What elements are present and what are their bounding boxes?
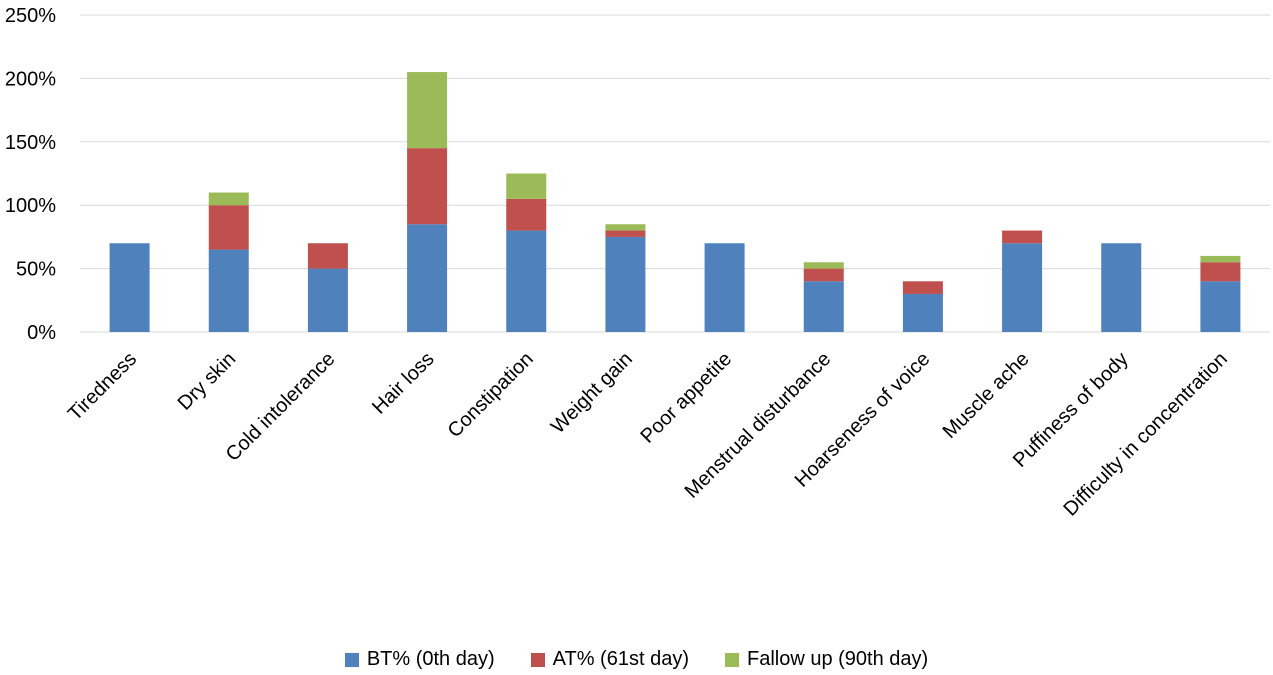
y-tick-label: 50% [16,259,56,281]
bar-segment-0-7 [803,281,844,332]
bar-segment-1-5 [605,230,646,237]
bar-segment-1-8 [902,281,943,294]
bar-segment-1-4 [506,198,547,231]
bar-segment-0-9 [1002,243,1043,332]
bar-segment-0-3 [407,224,448,332]
x-tick-label: Difficulty in concentration [1059,348,1232,521]
bar-segment-0-10 [1101,243,1142,332]
bar-segment-1-9 [1002,230,1043,244]
bar-segment-1-7 [803,268,844,282]
bar-segment-1-2 [307,243,348,269]
legend-swatch-at [530,652,545,667]
bar-segment-2-1 [208,192,249,206]
gridlines [80,14,1270,333]
legend-label-bt: BT% (0th day) [366,648,495,670]
legend-label-at: AT% (61st day) [552,648,689,670]
legend-item-bt: BT% (0th day) [344,648,495,671]
y-tick-label: 200% [5,68,56,90]
bar-segment-0-8 [902,293,943,332]
y-tick-label: 150% [5,132,56,154]
bar-segment-1-11 [1200,262,1241,282]
bar-segment-2-3 [407,72,448,149]
bar-segment-1-3 [407,148,448,225]
legend-swatch-bt [344,652,359,667]
x-tick-label: Muscle ache [939,348,1034,443]
y-tick-label: 100% [5,195,56,217]
x-tick-label: Weight gain [547,348,637,438]
y-tick-label: 250% [5,5,56,27]
bar-segment-0-4 [506,230,547,332]
legend-swatch-followup [724,652,739,667]
x-tick-label: Tiredness [64,348,141,425]
x-tick-label: Poor appetite [636,348,736,448]
stacked-bar-chart: 0%50%100%150%200%250% Tiredness Dry skinC… [5,5,1270,521]
bar-segment-1-1 [208,205,249,250]
y-tick-label: 0% [27,322,56,344]
bar-segment-0-11 [1200,281,1241,332]
bar-segment-0-5 [605,236,646,332]
bar-segment-2-5 [605,224,646,231]
legend-item-followup: Fallow up (90th day) [724,648,929,671]
legend-label-followup: Fallow up (90th day) [746,648,929,670]
bars [109,72,1241,332]
legend-item-at: AT% (61st day) [530,648,689,671]
x-tick-label: Constipation [444,348,538,442]
bar-segment-2-7 [803,262,844,269]
bar-segment-0-1 [208,249,249,332]
legend: BT% (0th day) AT% (61st day) Fallow up (… [0,648,1273,671]
x-tick-label: Cold intolerance [222,348,340,466]
bar-segment-0-2 [307,268,348,332]
bar-segment-0-6 [704,243,745,332]
bar-segment-0-0 [109,243,150,332]
bar-segment-2-11 [1200,255,1241,263]
bar-segment-2-4 [506,173,547,199]
y-axis-ticks: 0% 50% 100% 150% 200% 250% [5,5,56,344]
x-tick-label: Hair loss [368,348,439,419]
x-tick-label: Dry skin [174,348,241,415]
